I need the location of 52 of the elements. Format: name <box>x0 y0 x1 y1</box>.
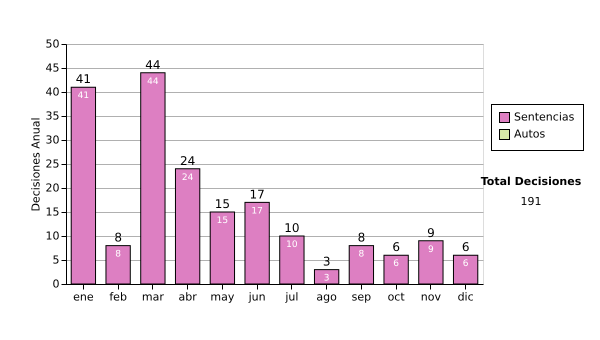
y-tick-label: 15 <box>46 206 60 218</box>
data-label: 3 <box>324 274 330 284</box>
data-label: 9 <box>428 244 434 255</box>
total-label: 6 <box>392 240 400 254</box>
x-tick-label: nov <box>420 290 442 304</box>
x-tick-label: ago <box>316 290 338 304</box>
y-tick-label: 10 <box>46 230 60 242</box>
y-tick-label: 5 <box>52 254 60 266</box>
total-label: 17 <box>249 187 265 202</box>
legend-label: Sentencias <box>514 110 575 124</box>
x-tick-label: ene <box>73 290 94 304</box>
total-label: 24 <box>180 154 196 168</box>
y-tick-label: 40 <box>46 86 60 98</box>
total-label: 15 <box>214 197 230 211</box>
x-tick-label: feb <box>109 290 127 304</box>
data-label: 15 <box>216 216 228 226</box>
x-tick-label: dic <box>458 290 474 304</box>
total-label: 3 <box>322 254 330 269</box>
data-label: 24 <box>182 172 194 183</box>
total-label: 8 <box>114 230 122 245</box>
y-tick-label: 50 <box>46 38 60 50</box>
y-tick-label: 30 <box>46 134 60 146</box>
x-tick-label: oct <box>388 290 406 304</box>
total-label: 9 <box>427 226 435 240</box>
text: 191 <box>520 195 542 208</box>
x-tick-label: may <box>210 290 235 304</box>
total-label: 10 <box>284 221 300 235</box>
x-tick-label: mar <box>142 290 164 304</box>
data-label: 6 <box>393 259 400 270</box>
x-tick-label: jul <box>284 290 298 304</box>
data-label: 44 <box>147 76 159 87</box>
y-tick-label: 20 <box>46 182 60 194</box>
annotation: Total Decisiones <box>480 175 582 188</box>
total-label: 44 <box>145 58 161 72</box>
data-label: 17 <box>251 206 263 216</box>
data-label: 10 <box>286 240 298 250</box>
data-label: 41 <box>78 91 90 102</box>
y-tick-label: 35 <box>46 110 60 122</box>
x-tick-label: sep <box>352 290 372 304</box>
x-tick-label: jun <box>248 290 266 304</box>
y-tick-label: 45 <box>46 62 60 74</box>
total-label: 8 <box>358 230 366 245</box>
y-axis-title: Decisiones Anual <box>30 117 43 212</box>
x-tick-label: abr <box>178 290 198 304</box>
total-label: 6 <box>462 240 470 254</box>
data-label: 8 <box>358 250 365 260</box>
y-tick-label: 25 <box>46 158 60 170</box>
data-label: 6 <box>462 259 469 270</box>
data-label: 8 <box>115 250 122 260</box>
total-label: 41 <box>76 72 92 86</box>
legend-label: Autos <box>514 128 546 140</box>
y-tick-label: 0 <box>52 278 60 290</box>
